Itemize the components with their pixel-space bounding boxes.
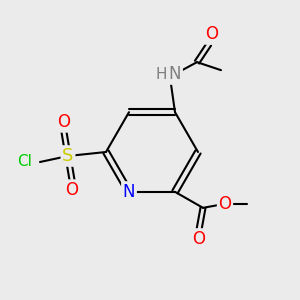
Text: O: O	[193, 230, 206, 248]
Text: O: O	[58, 113, 70, 131]
Text: Cl: Cl	[17, 154, 32, 169]
Text: O: O	[218, 195, 232, 213]
Text: H: H	[155, 67, 167, 82]
Text: N: N	[123, 183, 135, 201]
Text: O: O	[65, 181, 79, 199]
Text: N: N	[169, 65, 181, 83]
Text: O: O	[206, 25, 218, 43]
Text: S: S	[62, 147, 74, 165]
